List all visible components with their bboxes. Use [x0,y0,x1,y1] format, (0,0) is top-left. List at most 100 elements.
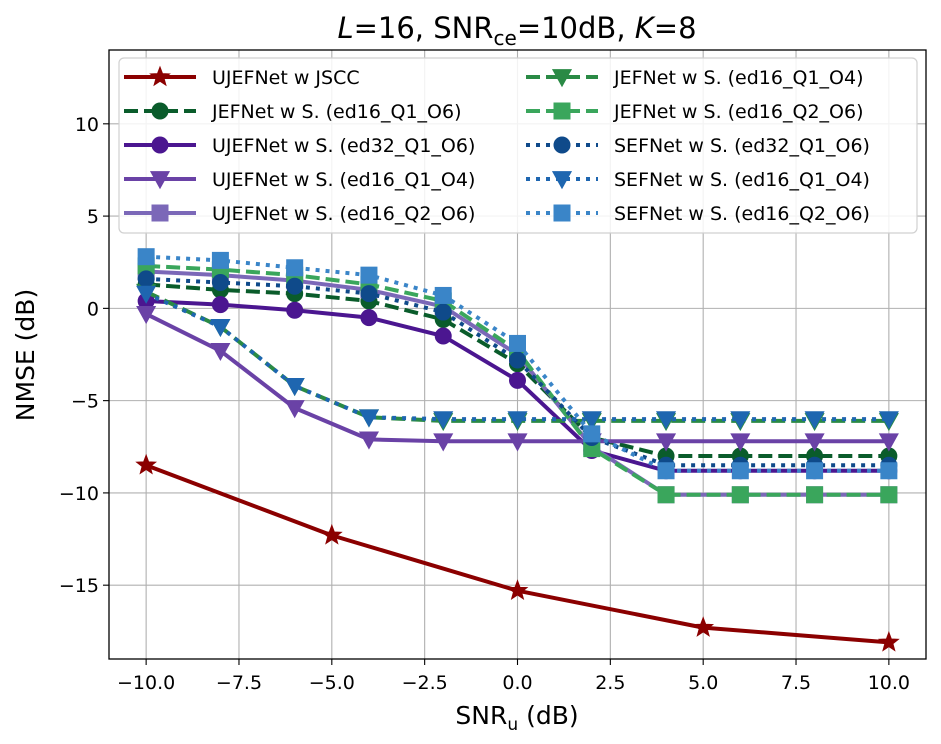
legend-label: SEFNet w S. (ed32_Q1_O6) [614,135,870,157]
data-point [358,409,380,428]
x-tick-label: 5.0 [688,672,718,694]
data-point [806,486,824,504]
data-point [284,400,305,419]
y-tick-label: −10 [59,483,99,505]
y-axis-label: NMSE (dB) [11,289,40,421]
series-group [135,248,900,652]
legend-marker [151,136,169,154]
data-point [360,266,378,284]
data-point [657,486,675,504]
x-tick-label: 10.0 [868,672,910,694]
title-part-sub: ce [494,26,517,50]
legend-marker [149,65,171,87]
legend-label: UJEFNet w JSCC [212,67,360,89]
legend-item: JEFNet w S. (ed16_Q1_O4) [526,67,864,89]
data-point [506,579,529,600]
legend-label: JEFNet w S. (ed16_Q2_O6) [613,101,864,123]
legend-label: JEFNet w S. (ed16_Q1_O4) [613,67,864,89]
data-point [358,431,380,450]
y-tick-label: 5 [87,206,99,228]
data-point [880,486,898,504]
x-tick-label: −7.5 [216,672,262,694]
title-part-b: =16, SNR [354,11,494,45]
series-9 [136,285,899,430]
axis-ticks: −10.0 −7.5 −5.0 −2.5 0.0 2.5 5.0 7.5 10.0 −15 −10 −… [59,114,910,694]
data-point [286,301,304,319]
data-point [137,248,155,266]
data-point [655,411,677,430]
series-10 [137,248,898,480]
y-tick-label: 10 [75,114,99,136]
data-point [583,425,601,443]
x-tick-label: 7.5 [781,672,811,694]
data-point [692,616,715,637]
data-point [434,303,452,321]
legend-label: UJEFNet w S. (ed32_Q1_O6) [212,135,475,157]
data-point [880,462,898,480]
x-axis-label: SNRu (dB) [455,701,578,735]
data-point [284,378,305,397]
series-4 [136,306,899,452]
data-point [211,251,229,269]
legend-item: JEFNet w S. (ed16_Q2_O6) [526,101,864,123]
legend-label: SEFNet w S. (ed16_Q2_O6) [614,203,870,225]
legend-box [118,57,918,234]
data-point [878,433,899,452]
x-axis-label-sub: u [507,715,518,735]
data-point [806,462,824,480]
legend-marker [553,136,571,154]
data-point [509,351,526,369]
chart-title: L=16, SNRce=10dB, K=8 [337,11,696,50]
legend-item: SEFNet w S. (ed32_Q1_O6) [526,135,870,157]
x-axis-label-main: SNR [455,701,507,730]
data-point [878,411,899,430]
legend-item: JEFNet w S. (ed16_Q1_O6) [124,101,462,123]
data-point [210,342,231,362]
series-line [145,291,889,422]
title-part-a: L [337,11,353,45]
data-point [731,486,749,504]
data-point [509,334,526,352]
data-point [434,286,452,304]
data-point [657,462,675,480]
data-point [730,411,751,430]
data-point [211,274,229,292]
legend-label: SEFNet w S. (ed16_Q1_O4) [614,169,870,191]
legend-item: UJEFNet w S. (ed32_Q1_O6) [124,135,475,157]
data-point [433,433,454,452]
data-point [730,433,751,452]
legend-item: SEFNet w S. (ed16_Q1_O4) [526,169,870,191]
legend-label: UJEFNet w S. (ed16_Q1_O4) [212,169,475,191]
x-tick-label: 2.5 [595,672,625,694]
data-point [286,277,304,295]
legend-item: SEFNet w S. (ed16_Q2_O6) [526,203,870,225]
data-point [360,309,378,327]
data-point [804,433,825,452]
title-part-d: K [635,11,656,45]
y-tick-label: −5 [71,391,99,413]
data-point [434,327,452,345]
data-point [731,462,749,480]
series-1 [135,453,900,652]
plot-frame [108,49,927,660]
data-point [507,433,528,452]
legend-marker [149,171,171,190]
data-point [581,411,602,430]
x-tick-label: −2.5 [402,672,448,694]
title-part-c: =10dB, [517,11,635,45]
x-tick-label: −10.0 [117,672,175,694]
x-tick-label: 0.0 [502,672,532,694]
legend-marker [151,102,169,120]
data-point [135,453,158,475]
data-point [320,523,343,545]
legend: UJEFNet w JSCC JEFNet w S. (ed16_Q1_O6) UJ… [118,57,918,234]
data-point [433,411,454,430]
data-point [509,371,526,389]
y-tick-label: −15 [59,575,99,597]
legend-marker [551,69,573,88]
data-point [136,306,157,325]
legend-label: JEFNet w S. (ed16_Q1_O6) [211,101,462,123]
data-point [286,259,304,277]
data-point [804,411,825,430]
